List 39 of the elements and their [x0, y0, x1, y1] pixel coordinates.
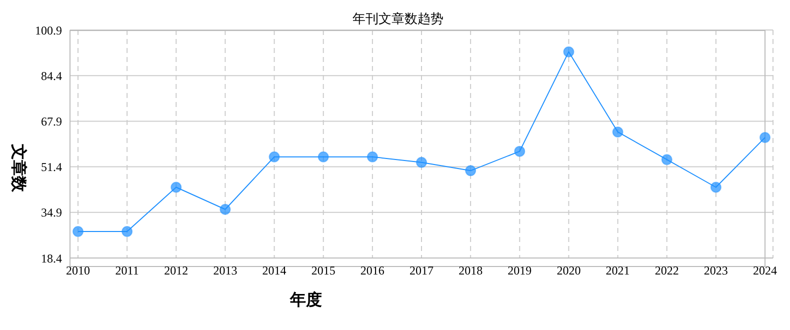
- point: [563, 46, 574, 58]
- x-tick-label: 2012: [164, 264, 188, 278]
- point: [612, 126, 624, 138]
- x-tick-label: 2013: [213, 264, 238, 278]
- x-tick-label: 2024: [753, 264, 777, 278]
- point: [318, 151, 329, 162]
- point: [170, 182, 182, 193]
- point: [416, 156, 427, 168]
- point: [465, 165, 476, 176]
- x-tick-label: 2021: [606, 264, 630, 278]
- x-tick-label: 2016: [360, 264, 384, 278]
- x-tick-label: 2017: [410, 264, 434, 278]
- x-tick-label: 2022: [654, 264, 679, 278]
- x-tick-label: 2020: [556, 264, 581, 278]
- y-tick-label: 67.9: [41, 114, 62, 128]
- point: [366, 151, 378, 162]
- x-tick-label: 2015: [311, 264, 336, 278]
- x-axis-title: 年度: [289, 290, 322, 309]
- y-axis-title: 文章数: [9, 143, 28, 193]
- point: [220, 204, 231, 215]
- y-tick-label: 100.9: [35, 23, 62, 38]
- y-tick-label: 84.4: [41, 68, 62, 83]
- x-tick-label: 2018: [458, 264, 483, 278]
- x-tick-label: 2023: [704, 264, 728, 278]
- point: [760, 132, 770, 144]
- point: [72, 226, 84, 237]
- x-tick-label: 2010: [66, 264, 90, 278]
- chart-title: 年刊文章数趋势: [352, 11, 444, 26]
- x-tick-label: 2019: [508, 264, 532, 278]
- point: [268, 151, 280, 162]
- y-tick-label: 18.4: [41, 251, 62, 266]
- y-tick-label: 34.9: [41, 206, 62, 220]
- point: [710, 182, 722, 193]
- point: [514, 146, 526, 157]
- x-tick-label: 2011: [115, 264, 139, 278]
- y-tick-label: 51.4: [41, 160, 62, 174]
- point: [122, 226, 133, 237]
- x-tick-label: 2014: [262, 264, 286, 278]
- point: [661, 154, 672, 166]
